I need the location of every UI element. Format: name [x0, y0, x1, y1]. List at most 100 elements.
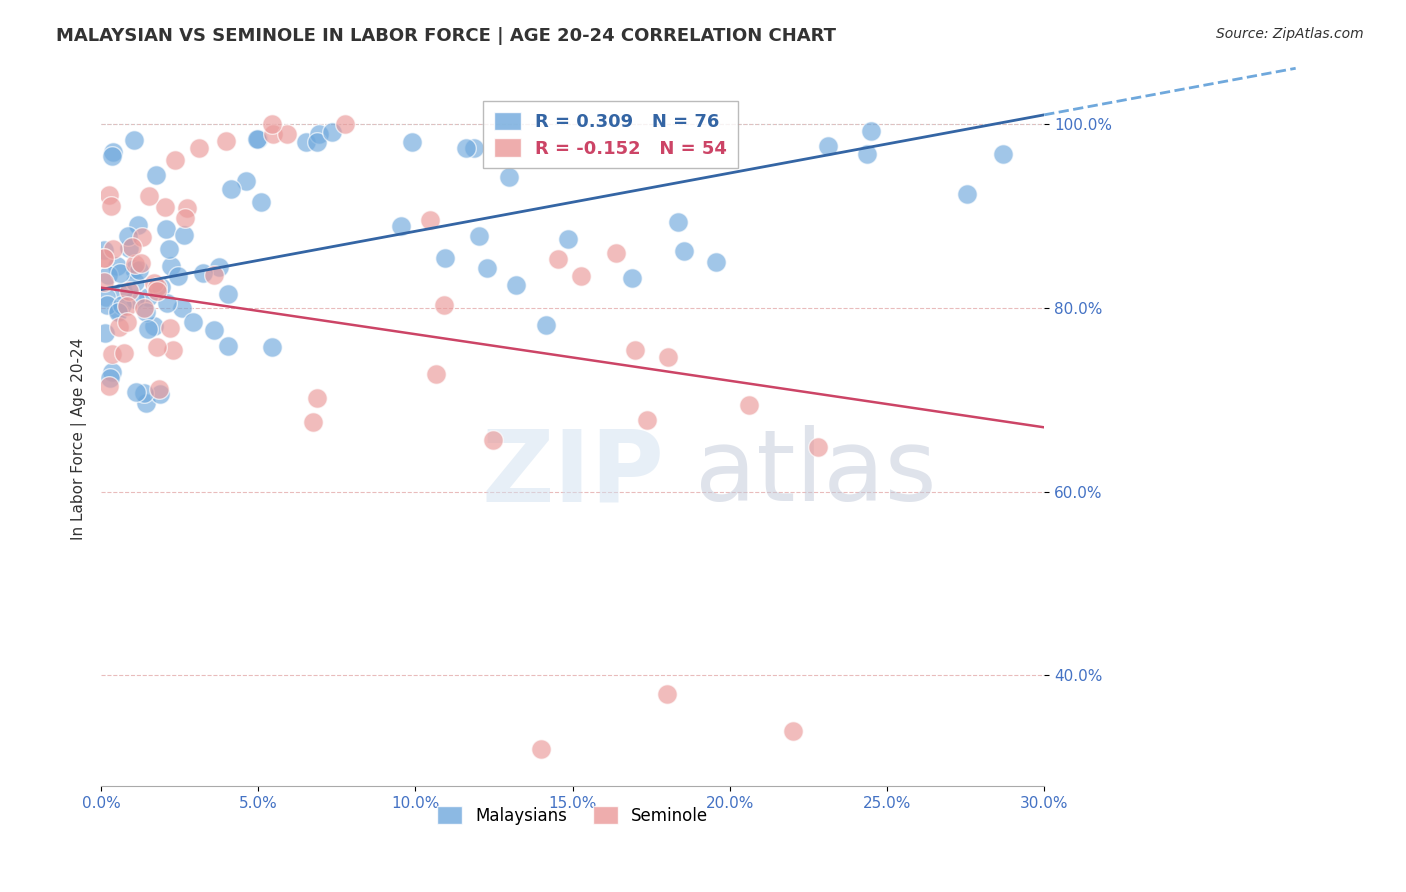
Text: MALAYSIAN VS SEMINOLE IN LABOR FORCE | AGE 20-24 CORRELATION CHART: MALAYSIAN VS SEMINOLE IN LABOR FORCE | A…: [56, 27, 837, 45]
Seminole: [262, 117, 284, 131]
Malaysians: [477, 260, 499, 275]
Malaysians: [93, 244, 115, 258]
Malaysians: [321, 125, 343, 139]
Malaysians: [463, 141, 485, 155]
Malaysians: [149, 387, 172, 401]
Malaysians: [135, 305, 157, 319]
Malaysians: [97, 268, 120, 283]
Legend: Malaysians, Seminole: Malaysians, Seminole: [429, 798, 716, 833]
Malaysians: [621, 271, 644, 285]
Seminole: [101, 242, 124, 256]
Seminole: [807, 440, 830, 454]
Malaysians: [217, 339, 239, 353]
Seminole: [108, 319, 131, 334]
Seminole: [131, 230, 153, 244]
Malaysians: [156, 296, 179, 310]
Seminole: [98, 187, 121, 202]
Malaysians: [107, 260, 129, 274]
Malaysians: [557, 232, 579, 246]
Malaysians: [127, 218, 149, 232]
Seminole: [93, 251, 115, 265]
Seminole: [419, 213, 441, 227]
Seminole: [276, 127, 298, 141]
Seminole: [307, 391, 329, 405]
Malaysians: [98, 371, 121, 385]
Seminole: [174, 211, 197, 226]
Malaysians: [956, 187, 979, 202]
Malaysians: [246, 132, 269, 146]
Malaysians: [173, 228, 195, 243]
Malaysians: [208, 260, 231, 275]
Seminole: [100, 200, 122, 214]
Malaysians: [434, 251, 457, 265]
Malaysians: [136, 322, 159, 336]
Seminole: [114, 346, 136, 360]
Malaysians: [157, 243, 180, 257]
Seminole: [115, 299, 138, 313]
Seminole: [547, 252, 569, 267]
Seminole: [335, 117, 357, 131]
Seminole: [97, 378, 120, 392]
Malaysians: [505, 277, 527, 292]
Malaysians: [107, 305, 129, 319]
Malaysians: [159, 259, 181, 273]
Malaysians: [143, 319, 166, 334]
Seminole: [623, 343, 645, 357]
Seminole: [118, 285, 141, 299]
Malaysians: [101, 145, 124, 160]
Malaysians: [145, 168, 167, 182]
Malaysians: [128, 263, 150, 277]
Malaysians: [855, 147, 877, 161]
Seminole: [433, 298, 456, 312]
Seminole: [159, 320, 181, 334]
Malaysians: [401, 135, 423, 149]
Seminole: [153, 200, 176, 214]
Malaysians: [191, 266, 214, 280]
Seminole: [93, 276, 115, 290]
Seminole: [188, 141, 211, 155]
Malaysians: [94, 290, 117, 304]
Seminole: [530, 742, 553, 756]
Malaysians: [181, 315, 204, 329]
Malaysians: [249, 194, 271, 209]
Malaysians: [235, 173, 257, 187]
Text: ZIP: ZIP: [481, 425, 664, 522]
Malaysians: [112, 284, 135, 298]
Seminole: [657, 350, 679, 364]
Malaysians: [117, 241, 139, 255]
Seminole: [215, 135, 238, 149]
Seminole: [129, 256, 152, 270]
Malaysians: [170, 301, 193, 316]
Malaysians: [260, 340, 283, 354]
Seminole: [636, 413, 658, 427]
Malaysians: [389, 219, 412, 234]
Malaysians: [138, 290, 160, 304]
Malaysians: [100, 365, 122, 379]
Y-axis label: In Labor Force | Age 20-24: In Labor Force | Age 20-24: [72, 338, 87, 540]
Seminole: [93, 252, 115, 266]
Seminole: [162, 343, 184, 357]
Seminole: [176, 202, 198, 216]
Malaysians: [134, 386, 156, 401]
Malaysians: [124, 275, 146, 289]
Seminole: [782, 723, 804, 738]
Seminole: [146, 284, 169, 298]
Seminole: [124, 257, 146, 271]
Malaysians: [100, 149, 122, 163]
Malaysians: [155, 222, 177, 236]
Malaysians: [135, 396, 157, 410]
Seminole: [142, 277, 165, 291]
Seminole: [121, 240, 143, 254]
Malaysians: [704, 255, 727, 269]
Seminole: [138, 189, 160, 203]
Seminole: [738, 398, 761, 412]
Malaysians: [96, 298, 118, 312]
Malaysians: [666, 214, 689, 228]
Malaysians: [125, 384, 148, 399]
Malaysians: [94, 326, 117, 340]
Seminole: [482, 434, 505, 448]
Malaysians: [108, 266, 131, 280]
Seminole: [148, 382, 170, 396]
Seminole: [115, 315, 138, 329]
Seminole: [302, 415, 325, 429]
